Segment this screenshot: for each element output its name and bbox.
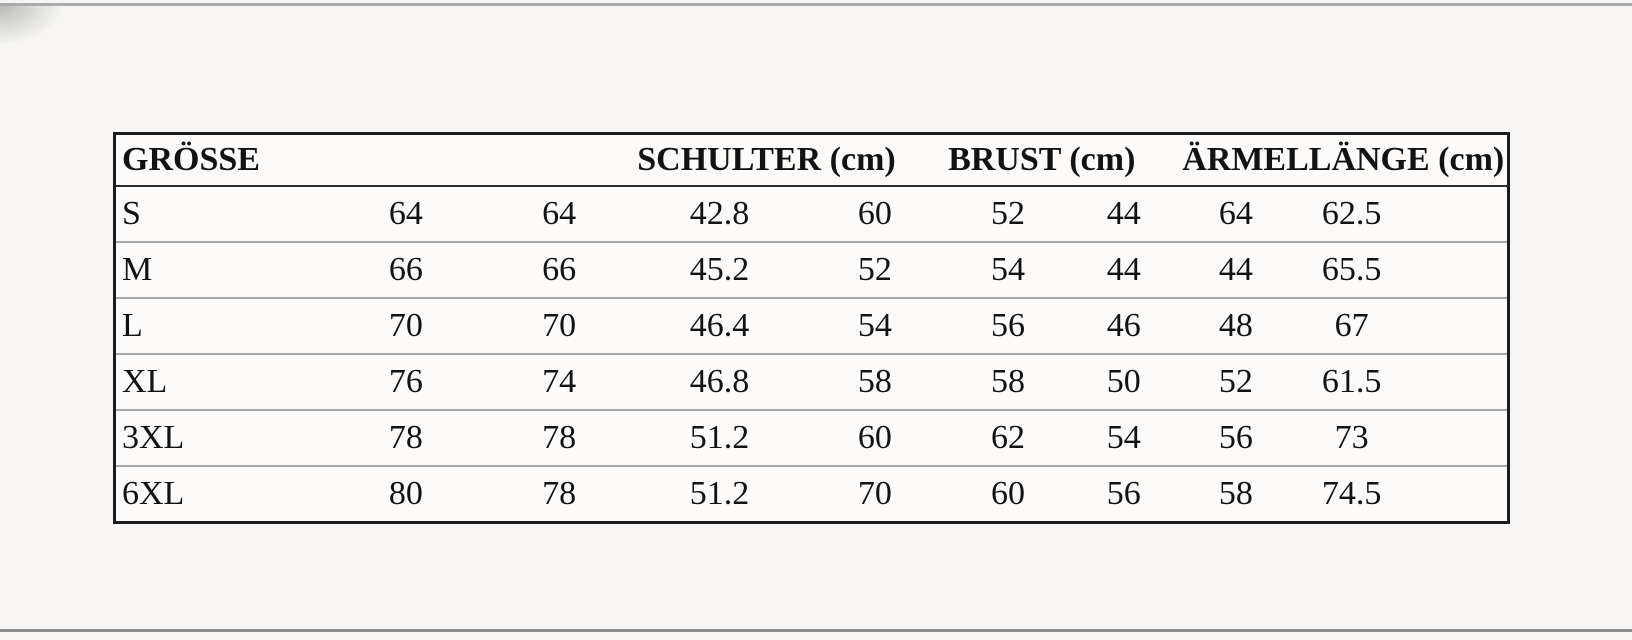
value-cell: 64: [1218, 195, 1253, 232]
value-cell: 50: [1067, 353, 1180, 410]
value-cell: 54: [801, 297, 949, 354]
value-cell: 54: [948, 241, 1068, 298]
value-cell: 46: [1067, 297, 1180, 354]
value-cell: 48: [1179, 297, 1293, 354]
value-cell: 67: [1292, 297, 1411, 354]
value-cell: 45.2: [637, 241, 802, 298]
size-cell: 3XL: [114, 409, 331, 466]
value-cell: 73: [1292, 409, 1411, 466]
value-cell: 78: [481, 409, 638, 466]
size-cell: L: [114, 297, 331, 354]
table-row-3xl: 3XL 78 78 51.2 60 62 54 56 73: [114, 409, 1509, 466]
filler-cell: [1410, 465, 1509, 523]
value-cell: 66: [481, 241, 638, 298]
value-cell: 74.5: [1292, 465, 1411, 523]
value-cell: 44: [1106, 195, 1141, 232]
size-cell: S: [122, 195, 141, 232]
value-cell: 74: [481, 353, 638, 410]
value-cell: 60: [857, 195, 892, 232]
value-cell: 56: [1067, 465, 1180, 523]
value-cell: 60: [948, 465, 1068, 523]
value-cell: 62.5: [1321, 195, 1382, 232]
header-sleeve: ÄRMELLÄNGE (cm): [1179, 133, 1509, 187]
table-row-s: S 64 64 42.8 60 52 44 64 62.5: [115, 186, 1509, 242]
table-row-6xl: 6XL 80 78 51.2 70 60 56 58 74.5: [114, 465, 1509, 523]
value-cell: 61.5: [1292, 353, 1411, 410]
header-chest: BRUST (cm): [948, 133, 1180, 187]
value-cell: 44: [1067, 241, 1180, 298]
value-cell: 56: [948, 297, 1068, 354]
value-cell: 65.5: [1292, 241, 1411, 298]
value-cell: 51.2: [637, 465, 802, 523]
value-cell: 52: [1179, 353, 1293, 410]
value-cell: 64: [388, 195, 423, 232]
filler-cell: [1410, 353, 1509, 410]
value-cell: 78: [481, 465, 638, 523]
value-cell: 56: [1179, 409, 1293, 466]
filler-cell: [1410, 409, 1509, 466]
value-cell: 60: [801, 409, 949, 466]
table-header-row: GRÖSSE SCHULTER (cm) BRUST (cm) ÄRMELLÄN…: [114, 133, 1509, 187]
filler-cell: [1410, 241, 1509, 298]
value-cell: 58: [1179, 465, 1293, 523]
size-cell: XL: [114, 353, 331, 410]
size-chart-table: GRÖSSE SCHULTER (cm) BRUST (cm) ÄRMELLÄN…: [113, 132, 1510, 524]
value-cell: 52: [801, 241, 949, 298]
value-cell: 66: [330, 241, 482, 298]
value-cell: 58: [801, 353, 949, 410]
header-shoulder: SCHULTER (cm): [637, 133, 949, 187]
value-cell: 42.8: [689, 195, 750, 232]
table-row-l: L 70 70 46.4 54 56 46 48 67: [114, 297, 1509, 354]
size-cell: 6XL: [114, 465, 331, 523]
value-cell: 70: [330, 297, 482, 354]
filler-cell: [1410, 297, 1509, 354]
value-cell: 76: [330, 353, 482, 410]
value-cell: 54: [1067, 409, 1180, 466]
value-cell: 80: [330, 465, 482, 523]
value-cell: 62: [948, 409, 1068, 466]
value-cell: 52: [991, 195, 1026, 232]
bottom-rule: [0, 629, 1632, 632]
value-cell: 51.2: [637, 409, 802, 466]
size-cell: M: [114, 241, 331, 298]
table-row-xl: XL 76 74 46.8 58 58 50 52 61.5: [114, 353, 1509, 410]
table-row-m: M 66 66 45.2 52 54 44 44 65.5: [114, 241, 1509, 298]
value-cell: 46.4: [637, 297, 802, 354]
value-cell: 78: [330, 409, 482, 466]
scan-smudge: [0, 6, 80, 66]
value-cell: 44: [1179, 241, 1293, 298]
value-cell: 70: [481, 297, 638, 354]
header-size: GRÖSSE: [114, 133, 638, 187]
value-cell: 58: [948, 353, 1068, 410]
value-cell: 70: [801, 465, 949, 523]
top-rule: [0, 3, 1632, 6]
filler-cell: [1411, 186, 1509, 242]
value-cell: 64: [542, 195, 577, 232]
value-cell: 46.8: [637, 353, 802, 410]
